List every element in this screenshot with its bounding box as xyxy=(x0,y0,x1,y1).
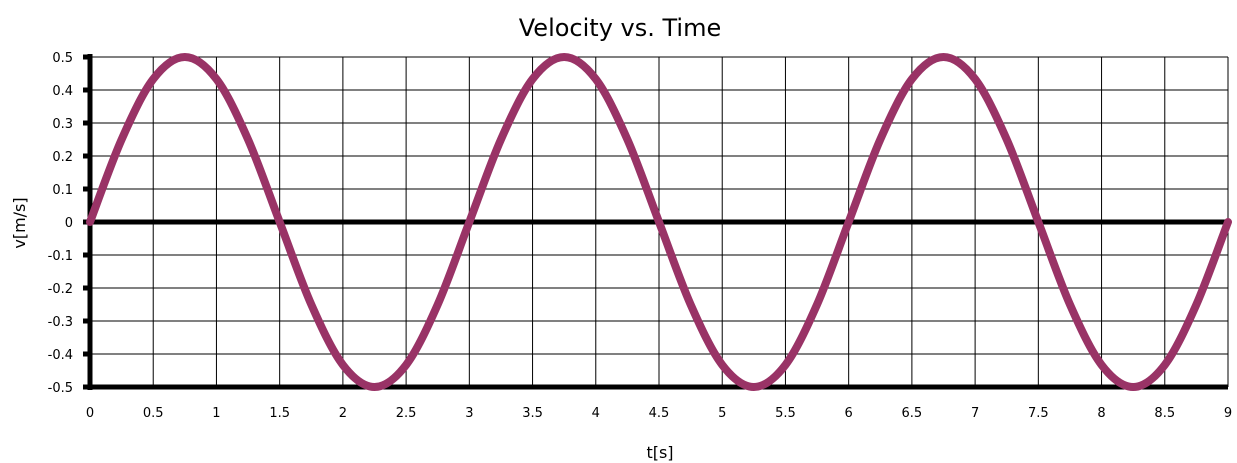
y-axis-title: v[m/s] xyxy=(10,197,29,248)
x-tick-label: 8.5 xyxy=(1154,406,1175,421)
y-tick-label: 0.5 xyxy=(52,51,73,66)
y-tick-label: 0.4 xyxy=(52,84,73,99)
y-tick-label: 0.3 xyxy=(52,117,73,132)
series-lines xyxy=(86,53,1232,391)
x-tick-label: 4.5 xyxy=(649,406,670,421)
x-tick-label: 2 xyxy=(339,406,347,421)
x-tick-label: 0.5 xyxy=(143,406,164,421)
y-tick-label: -0.4 xyxy=(48,348,73,363)
y-tick-labels: 0.5 0.4 0.3 0.2 0.1 0 -0.1 -0.2 -0.3 -0.4 -0.5 xyxy=(48,51,73,396)
y-tick-label: 0.1 xyxy=(52,183,73,198)
y-tick-label: -0.3 xyxy=(48,315,73,330)
x-tick-label: 0 xyxy=(86,406,94,421)
chart-title: Velocity vs. Time xyxy=(519,14,721,42)
x-tick-label: 3.5 xyxy=(522,406,543,421)
y-tick-label: 0.2 xyxy=(52,150,73,165)
y-tick-label: 0 xyxy=(65,216,73,231)
x-tick-label: 1.5 xyxy=(269,406,290,421)
x-tick-labels: 0 0.5 1 1.5 2 2.5 3 3.5 4 4.5 5 5.5 6 6.5 7 7.5 8 8.5 9 xyxy=(86,406,1232,421)
x-tick-label: 1 xyxy=(212,406,220,421)
x-tick-label: 4 xyxy=(592,406,600,421)
y-tick-label: -0.5 xyxy=(48,381,73,396)
x-tick-label: 7 xyxy=(971,406,979,421)
y-tick-label: -0.2 xyxy=(48,282,73,297)
x-tick-label: 7.5 xyxy=(1028,406,1049,421)
x-tick-label: 5 xyxy=(718,406,726,421)
x-tick-label: 6.5 xyxy=(902,406,923,421)
y-tick-label: -0.1 xyxy=(48,249,73,264)
x-tick-label: 2.5 xyxy=(396,406,417,421)
x-axis-title: t[s] xyxy=(646,443,673,462)
x-tick-label: 5.5 xyxy=(775,406,796,421)
x-tick-label: 3 xyxy=(465,406,473,421)
x-tick-label: 9 xyxy=(1224,406,1232,421)
x-tick-label: 6 xyxy=(845,406,853,421)
series-line xyxy=(86,53,1232,391)
x-tick-label: 8 xyxy=(1097,406,1105,421)
